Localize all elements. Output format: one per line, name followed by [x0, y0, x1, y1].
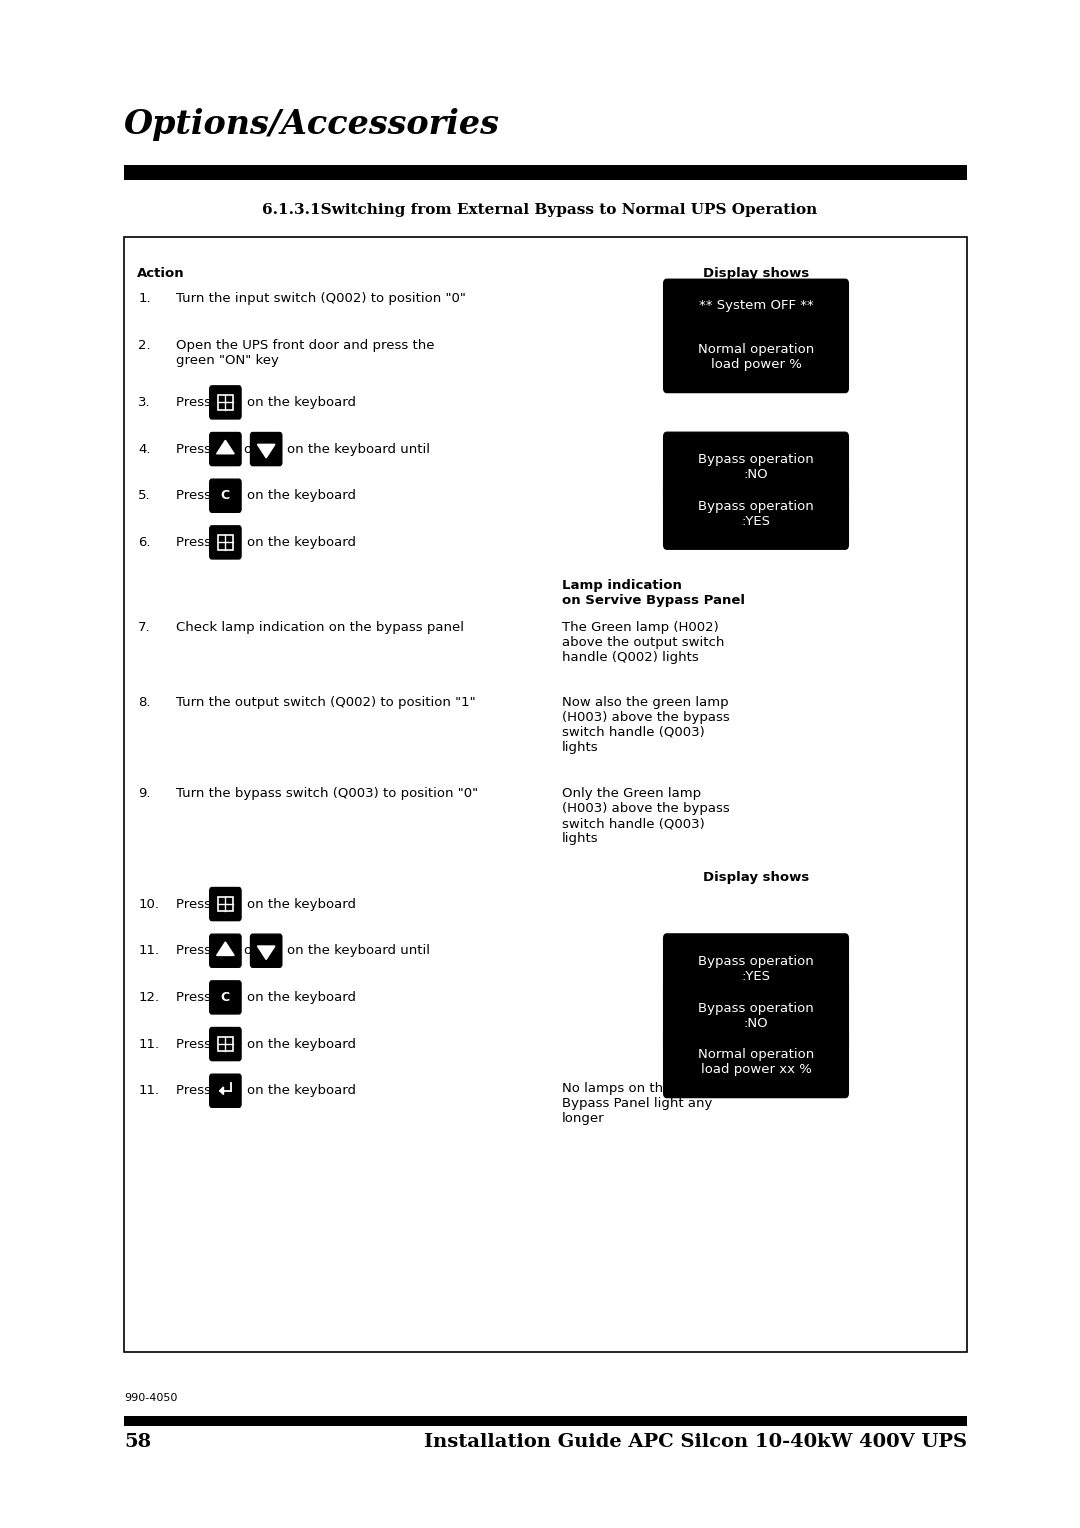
Text: on the keyboard: on the keyboard: [246, 1038, 355, 1051]
Polygon shape: [217, 941, 234, 955]
Text: Press: Press: [176, 443, 215, 455]
Text: Press: Press: [176, 944, 215, 957]
Text: Action: Action: [137, 267, 185, 281]
Text: Bypass operation
:NO: Bypass operation :NO: [698, 454, 814, 481]
Text: Options/Accessories: Options/Accessories: [124, 107, 500, 141]
Polygon shape: [257, 946, 275, 960]
Text: 12.: 12.: [138, 990, 160, 1004]
Bar: [218, 535, 233, 550]
Text: or: or: [243, 944, 257, 957]
Text: 6.: 6.: [138, 536, 151, 549]
Text: Bypass operation
:NO: Bypass operation :NO: [698, 1002, 814, 1030]
Text: Check lamp indication on the bypass panel: Check lamp indication on the bypass pane…: [176, 620, 464, 634]
Text: Turn the bypass switch (Q003) to position "0": Turn the bypass switch (Q003) to positio…: [176, 787, 478, 801]
FancyBboxPatch shape: [210, 888, 241, 921]
Text: on the keyboard: on the keyboard: [246, 489, 355, 503]
FancyBboxPatch shape: [210, 1027, 241, 1060]
Text: on the keyboard until: on the keyboard until: [287, 944, 430, 957]
Text: Lamp indication
on Servive Bypass Panel: Lamp indication on Servive Bypass Panel: [562, 579, 744, 607]
Text: Press: Press: [176, 536, 215, 549]
Text: 5.: 5.: [138, 489, 151, 503]
Bar: [124, 237, 967, 1352]
Text: 11.: 11.: [138, 1085, 160, 1097]
Text: C: C: [220, 990, 230, 1004]
FancyBboxPatch shape: [210, 480, 241, 512]
Text: Turn the input switch (Q002) to position "0": Turn the input switch (Q002) to position…: [176, 292, 465, 306]
Text: Press: Press: [176, 990, 215, 1004]
Text: 4.: 4.: [138, 443, 151, 455]
FancyBboxPatch shape: [663, 280, 849, 332]
Text: Bypass operation
:YES: Bypass operation :YES: [698, 500, 814, 529]
FancyBboxPatch shape: [663, 322, 849, 393]
Bar: [124, 1416, 967, 1426]
Text: Only the Green lamp
(H003) above the bypass
switch handle (Q003)
lights: Only the Green lamp (H003) above the byp…: [562, 787, 729, 845]
Bar: [218, 394, 233, 410]
FancyBboxPatch shape: [663, 478, 849, 549]
Text: Normal operation
load power xx %: Normal operation load power xx %: [698, 1048, 814, 1076]
Text: on the keyboard: on the keyboard: [246, 990, 355, 1004]
Text: 3.: 3.: [138, 396, 151, 410]
Polygon shape: [219, 1086, 224, 1094]
Text: Now also the green lamp
(H003) above the bypass
switch handle (Q003)
lights: Now also the green lamp (H003) above the…: [562, 695, 729, 753]
Text: The Green lamp (H002)
above the output switch
handle (Q002) lights: The Green lamp (H002) above the output s…: [562, 620, 724, 663]
Text: Press: Press: [176, 489, 215, 503]
FancyBboxPatch shape: [663, 981, 849, 1051]
Text: Press: Press: [176, 396, 215, 410]
FancyBboxPatch shape: [210, 1074, 241, 1108]
Text: 10.: 10.: [138, 897, 159, 911]
FancyBboxPatch shape: [210, 432, 241, 466]
Text: on the keyboard until: on the keyboard until: [287, 443, 430, 455]
FancyBboxPatch shape: [663, 1027, 849, 1097]
Text: 58: 58: [124, 1433, 151, 1452]
Bar: [218, 897, 233, 912]
FancyBboxPatch shape: [251, 432, 282, 466]
Text: No lamps on the Service
Bypass Panel light any
longer: No lamps on the Service Bypass Panel lig…: [562, 1082, 725, 1126]
Text: ** System OFF **: ** System OFF **: [699, 299, 813, 312]
FancyBboxPatch shape: [663, 432, 849, 503]
Text: 6.1.3.1Switching from External Bypass to Normal UPS Operation: 6.1.3.1Switching from External Bypass to…: [262, 203, 818, 217]
Text: Display shows: Display shows: [703, 267, 809, 281]
FancyBboxPatch shape: [210, 526, 241, 559]
FancyBboxPatch shape: [210, 934, 241, 967]
Text: 8.: 8.: [138, 695, 151, 709]
Text: on the keyboard: on the keyboard: [246, 536, 355, 549]
Text: 9.: 9.: [138, 787, 151, 801]
FancyBboxPatch shape: [210, 387, 241, 419]
Text: 11.: 11.: [138, 1038, 160, 1051]
FancyBboxPatch shape: [251, 934, 282, 967]
Text: Press: Press: [176, 1038, 215, 1051]
Bar: [218, 1036, 233, 1051]
Text: Press: Press: [176, 897, 215, 911]
Text: Turn the output switch (Q002) to position "1": Turn the output switch (Q002) to positio…: [176, 695, 475, 709]
Polygon shape: [217, 440, 234, 454]
Text: on the keyboard: on the keyboard: [246, 1085, 355, 1097]
Text: Normal operation
load power %: Normal operation load power %: [698, 344, 814, 371]
Text: 1.: 1.: [138, 292, 151, 306]
Polygon shape: [257, 445, 275, 458]
Text: Display shows: Display shows: [703, 871, 809, 883]
Text: Installation Guide APC Silcon 10-40kW 400V UPS: Installation Guide APC Silcon 10-40kW 40…: [423, 1433, 967, 1452]
Text: 11.: 11.: [138, 944, 160, 957]
FancyBboxPatch shape: [663, 934, 849, 1004]
Text: Open the UPS front door and press the
green "ON" key: Open the UPS front door and press the gr…: [176, 339, 434, 367]
Bar: [124, 165, 967, 180]
Text: C: C: [220, 489, 230, 503]
Text: 2.: 2.: [138, 339, 151, 351]
FancyBboxPatch shape: [210, 981, 241, 1015]
Text: Bypass operation
:YES: Bypass operation :YES: [698, 955, 814, 983]
Text: or: or: [243, 443, 257, 455]
Text: on the keyboard: on the keyboard: [246, 396, 355, 410]
Text: 7.: 7.: [138, 620, 151, 634]
Text: Press: Press: [176, 1085, 215, 1097]
Text: 990-4050: 990-4050: [124, 1392, 177, 1403]
Text: on the keyboard: on the keyboard: [246, 897, 355, 911]
